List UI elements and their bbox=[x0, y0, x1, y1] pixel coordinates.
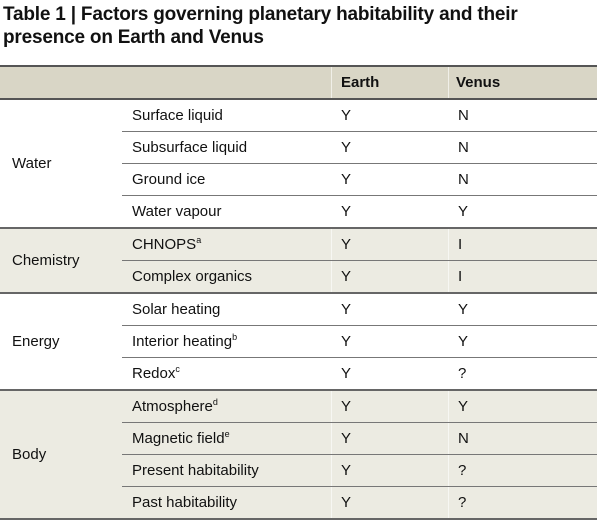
earth-cell: Y bbox=[331, 195, 449, 229]
venus-cell: ? bbox=[448, 454, 597, 487]
earth-cell: Y bbox=[331, 260, 449, 294]
table-row: Redoxc Y? bbox=[0, 357, 597, 391]
venus-cell: Y bbox=[448, 325, 597, 358]
factor-label: Atmosphere bbox=[132, 398, 213, 415]
factor-cell: Atmosphered bbox=[122, 390, 332, 423]
group-label: Chemistry bbox=[0, 228, 122, 294]
venus-cell: N bbox=[448, 163, 597, 196]
table-row: Energy Solar heating Y Y bbox=[0, 293, 597, 391]
factor-label: CHNOPS bbox=[132, 236, 197, 253]
venus-cell: Y bbox=[448, 195, 597, 229]
venus-cell: ? bbox=[448, 357, 597, 391]
factor-label: Surface liquid bbox=[132, 107, 223, 124]
factor-cell: Past habitability bbox=[122, 486, 332, 520]
earth-cell: Y bbox=[331, 325, 449, 358]
factor-cell: Subsurface liquid bbox=[122, 131, 332, 164]
venus-cell: ? bbox=[448, 486, 597, 520]
factor-label: Interior heating bbox=[132, 333, 233, 350]
group-label: Energy bbox=[0, 293, 122, 391]
factor-cell: Surface liquid bbox=[122, 99, 332, 132]
table-title: Table 1 | Factors governing planetary ha… bbox=[3, 4, 518, 48]
earth-cell: Y bbox=[331, 486, 449, 520]
factor-label: Complex organics bbox=[132, 268, 253, 285]
venus-cell: N bbox=[448, 422, 597, 455]
group-label: Water bbox=[0, 99, 122, 229]
factor-cell: Solar heating bbox=[122, 293, 332, 326]
table-row: Water vapour Y Y bbox=[0, 195, 597, 229]
factor-cell: Present habitability bbox=[122, 454, 332, 487]
header-group bbox=[0, 65, 122, 100]
table-row: Interior heatingb Y Y bbox=[0, 325, 597, 358]
footnote-marker: e bbox=[224, 429, 230, 439]
earth-cell: Y bbox=[331, 293, 449, 326]
factor-cell: Redoxc bbox=[122, 357, 332, 391]
footnote-marker: d bbox=[212, 397, 218, 407]
factor-label: Redox bbox=[132, 365, 176, 382]
habitability-table: Earth Venus Water Surface liquid Y N Subsurf… bbox=[0, 65, 597, 520]
factor-label: Solar heating bbox=[132, 301, 221, 318]
factor-cell: Water vapour bbox=[122, 195, 332, 229]
table-row: Ground ice Y N bbox=[0, 163, 597, 196]
venus-cell: Y bbox=[448, 390, 597, 423]
factor-label: Water vapour bbox=[132, 203, 222, 220]
factor-label: Ground ice bbox=[132, 171, 206, 188]
earth-cell: Y bbox=[331, 99, 449, 132]
header-venus: Venus bbox=[448, 65, 597, 100]
group-label: Body bbox=[0, 390, 122, 520]
venus-cell: N bbox=[448, 99, 597, 132]
table-row: Chemistry CHNOPSa Y I bbox=[0, 228, 597, 294]
factor-cell: Complex organics bbox=[122, 260, 332, 294]
header-row: Earth Venus bbox=[0, 65, 597, 100]
factor-cell: Interior heatingb bbox=[122, 325, 332, 358]
footnote-marker: b bbox=[232, 332, 238, 342]
factor-label: Magnetic field bbox=[132, 430, 225, 447]
venus-cell: Y bbox=[448, 293, 597, 326]
factor-label: Present habitability bbox=[132, 462, 259, 479]
table-row: Subsurface liquid Y N bbox=[0, 131, 597, 164]
earth-cell: Y bbox=[331, 422, 449, 455]
factor-cell: Ground ice bbox=[122, 163, 332, 196]
footnote-marker: c bbox=[175, 364, 180, 374]
earth-cell: Y bbox=[331, 228, 449, 261]
table-row: Water Surface liquid Y N bbox=[0, 99, 597, 229]
header-earth: Earth bbox=[331, 65, 449, 100]
footnote-marker: a bbox=[196, 235, 202, 245]
earth-cell: Y bbox=[331, 163, 449, 196]
factor-cell: CHNOPSa bbox=[122, 228, 332, 261]
earth-cell: Y bbox=[331, 131, 449, 164]
earth-cell: Y bbox=[331, 357, 449, 391]
table-row: Body Atmosphered Y Y bbox=[0, 390, 597, 520]
header-factor bbox=[122, 65, 332, 100]
factor-cell: Magnetic fielde bbox=[122, 422, 332, 455]
earth-cell: Y bbox=[331, 454, 449, 487]
earth-cell: Y bbox=[331, 390, 449, 423]
venus-cell: I bbox=[448, 228, 597, 261]
venus-cell: N bbox=[448, 131, 597, 164]
factor-label: Subsurface liquid bbox=[132, 139, 248, 156]
factor-label: Past habitability bbox=[132, 494, 238, 511]
venus-cell: I bbox=[448, 260, 597, 294]
